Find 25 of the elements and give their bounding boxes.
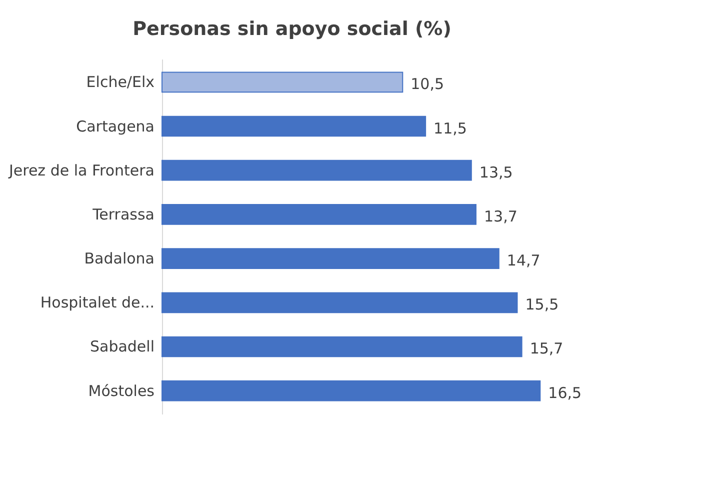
data-label: 14,7 [506,252,540,270]
y-tick-label: Móstoles [88,382,155,400]
data-label: 13,7 [484,207,518,226]
data-label: 16,5 [548,384,582,402]
data-label: 15,7 [530,340,564,358]
bar [162,72,404,93]
bar [162,292,518,314]
y-tick-label: Sabadell [90,338,154,356]
bar [162,116,426,137]
data-label: 15,5 [525,296,559,314]
bar [162,380,541,402]
y-tick-label: Jerez de la Frontera [8,161,154,180]
bar [162,204,476,225]
y-tick-label: Badalona [84,250,154,268]
bar [162,336,522,358]
y-tick-label: Terrassa [92,205,154,224]
y-tick-label: Hospitalet de... [40,294,154,312]
data-label: 10,5 [410,75,444,94]
data-label: 11,5 [434,119,467,138]
y-tick-label: Cartagena [76,117,154,136]
y-tick-label: Elche/Elx [86,73,155,92]
data-label: 13,5 [479,163,513,182]
chart-title: Personas sin apoyo social (%) [132,18,452,40]
bar [162,248,500,269]
bar [162,160,472,181]
